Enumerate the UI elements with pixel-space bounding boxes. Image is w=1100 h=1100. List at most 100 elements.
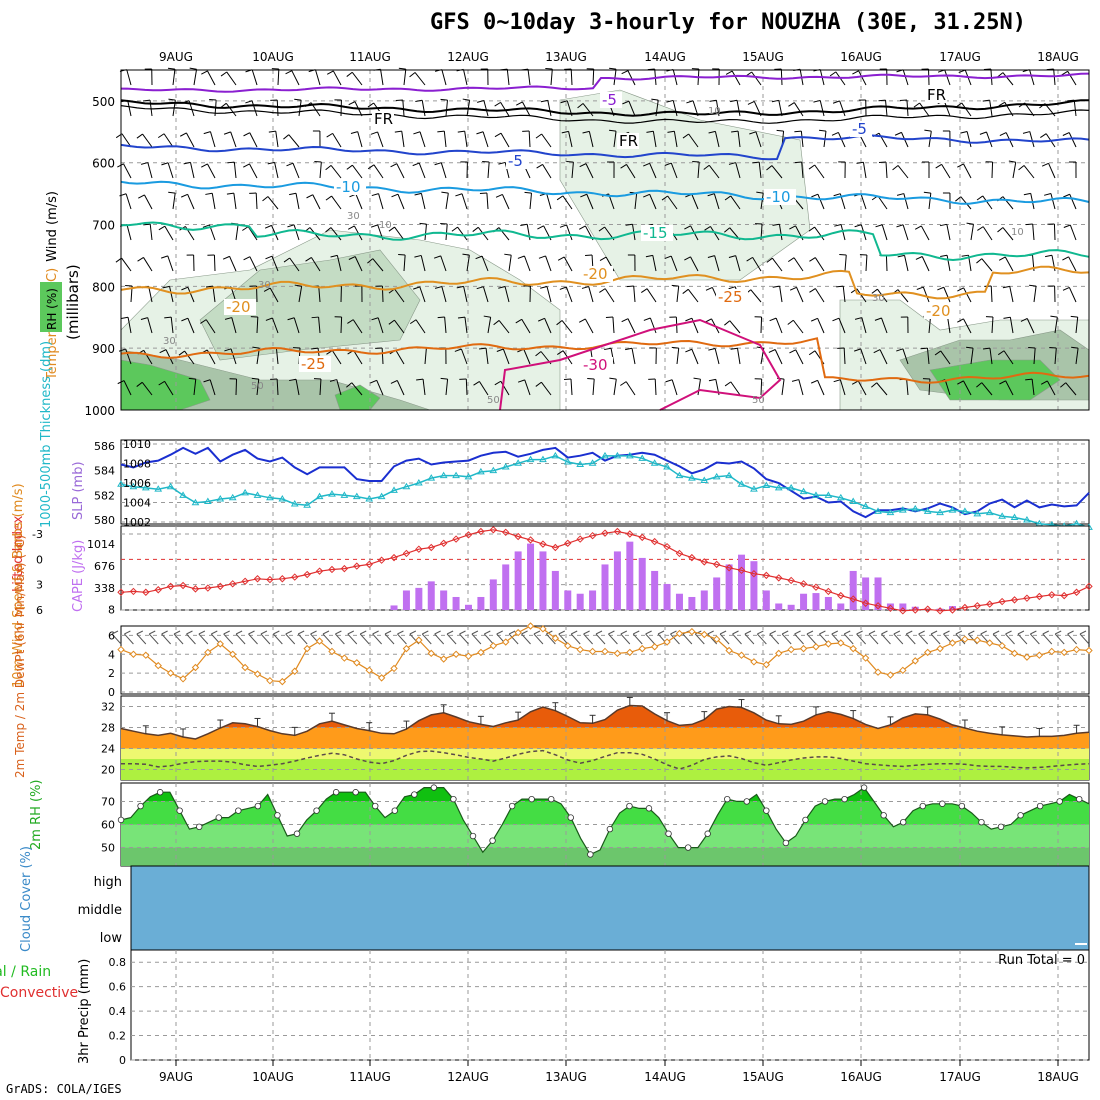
wind-barb-staff [251,100,258,117]
wind-barb-staff [460,348,468,365]
wind-barb-staff [775,317,783,334]
lifted-index-point [650,537,659,546]
temp-contour-label: FR [927,86,946,104]
lifted-index-point [241,577,249,585]
thickness-point [836,493,845,501]
rh-point [606,825,614,833]
wind-barb-flag [957,380,964,385]
thickness-tick-label: 586 [94,440,115,453]
wind-barb-10m-flag [186,630,193,635]
wind-barb-staff [801,162,804,179]
pressure-tick-label: 500 [92,95,115,109]
wind-barb-staff [625,381,636,396]
wind-barb-staff [336,255,342,272]
wind-barb-staff [944,69,951,86]
wind-barb-flag [682,133,689,139]
wind-barb-10m [707,633,718,645]
wind-barb-staff [267,196,279,210]
rh-point [1017,812,1024,819]
wind-barb-flag [243,132,251,137]
wind-barb-10m-flag [868,630,876,635]
wind-barb-10m [905,633,916,645]
thickness-point [563,458,572,465]
rh-tick-label: 60 [101,819,115,832]
wind-speed-point [886,671,895,679]
wind-barb-flag [1063,193,1070,198]
wind-barb-staff [943,100,951,117]
wind-barb-flag [348,256,356,260]
wind-barb-flag [413,131,421,135]
wind-barb-staff [193,69,198,86]
wind-barb-staff [885,162,888,179]
wind-barb-staff [861,317,867,334]
wind-barb-flag [1070,315,1078,318]
wind-barb-staff [982,226,993,241]
wind-barb-staff [441,69,447,86]
rh-legend-swatch [40,282,62,332]
wind-barb-10m-flag [372,630,379,635]
top-date-label: 17AUG [939,50,981,64]
wind-barb-staff [332,70,342,86]
cape-bar [750,561,758,610]
wind-barb-staff [125,348,132,365]
wind-speed-point [241,663,249,672]
lifted-index-point [613,527,622,536]
wind-barb-10m [248,633,258,645]
wind-barb-10m-flag [583,630,590,635]
wind-barb-staff [568,131,573,148]
wind-barb-10m [992,633,1003,645]
bottom-date-label: 15AUG [742,1070,784,1084]
wind-barb-flag [440,377,448,380]
bottom-date-label: 16AUG [840,1070,882,1084]
thickness-point [328,490,336,497]
wind-barb-flag [398,67,406,70]
wind-barb-staff [817,194,825,210]
lifted-index-point [142,588,150,596]
lifted-index-point [1085,582,1093,591]
wind-barb-staff [211,193,216,210]
wind-barb-staff [649,317,657,334]
bottom-date-label: 9AUG [159,1070,193,1084]
wind-barb-10m [397,633,407,645]
wind-barb-staff [735,255,741,272]
wind-barb-flag [730,347,738,350]
wind-barb-staff [184,350,195,365]
wind-barb-flag [1062,256,1069,261]
lifted-index-point [439,539,448,547]
wind-speed-point [464,652,473,660]
top-date-label: 12AUG [447,50,489,64]
cape-bar [564,590,572,610]
wind-barb-10m-flag [1067,630,1074,635]
lifted-index-point [204,584,212,592]
thickness-point [1023,516,1031,523]
wind-barb-10m [272,633,283,645]
lifted-index-point [390,553,398,562]
cape-bar [936,608,944,610]
wind-barb-flag [651,98,659,101]
wind-barb-flag [557,256,565,261]
wind-barb-staff [233,162,237,179]
wind-barb-flag [346,382,353,388]
cape-bar [849,570,857,610]
cape-bar [775,603,783,610]
wind-barb-flag [746,256,753,262]
wind-barb-flag [251,377,259,380]
wind-barb-flag [1060,382,1067,388]
rh-area-green [929,359,1061,401]
wind-barb-10m [545,633,556,645]
wind-barb-flag [227,161,235,164]
wind-barb-10m-flag [707,630,714,635]
wind-barb-staff [521,319,531,334]
wind-barb-10m [136,633,147,645]
wind-speed-point [228,650,237,658]
precip-tick-label: 0.8 [109,956,127,969]
lifted-index-point [477,527,485,536]
wind-barb-staff [501,194,510,210]
wind-barb-flag [264,224,272,229]
wind-barb-10m-flag [521,630,528,635]
temp-contour-label: -10 [336,178,361,196]
wind-barb-staff [1004,256,1014,272]
wind-barb-10m [434,633,445,645]
wind-barb-flag [913,102,920,108]
wind-speed-point [750,658,758,666]
